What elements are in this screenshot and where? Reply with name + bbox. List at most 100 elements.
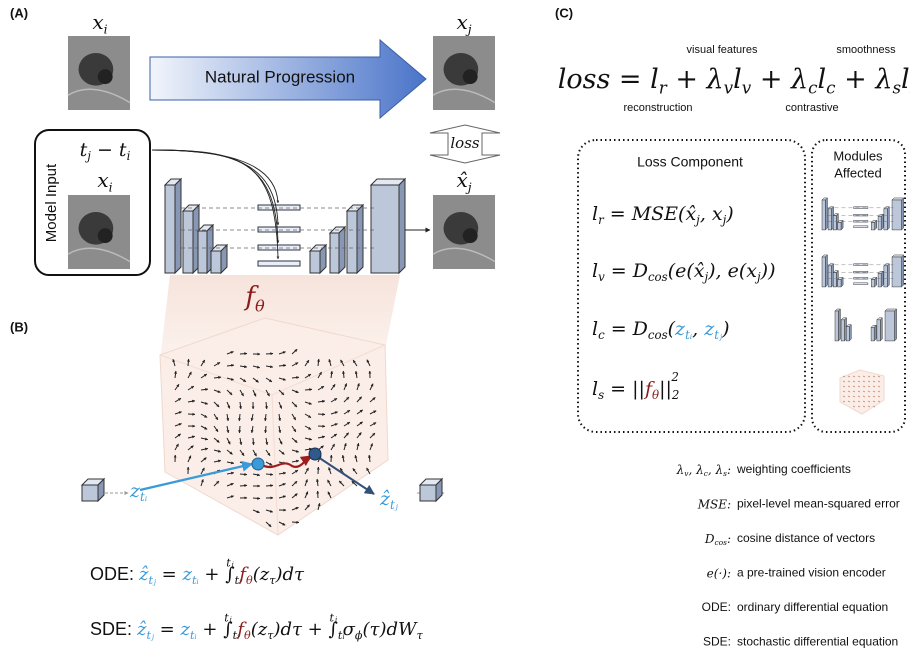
field-arrow bbox=[187, 445, 194, 451]
block-front bbox=[821, 199, 826, 231]
field-arrow bbox=[239, 352, 248, 356]
field-arrow bbox=[265, 472, 274, 476]
note: visual features bbox=[687, 44, 758, 56]
formula-part: = MSE(x̂ bbox=[604, 203, 697, 225]
field-arrow bbox=[174, 433, 181, 439]
field-arrow bbox=[252, 377, 259, 383]
formula-sub: tᵢ bbox=[233, 629, 240, 642]
formula-part: λ bbox=[676, 463, 685, 477]
formula-part: + λ bbox=[667, 64, 724, 95]
block-front bbox=[876, 319, 881, 342]
field-dot bbox=[877, 390, 881, 393]
formula-part: f bbox=[232, 619, 248, 640]
legend-symbol: MSE: bbox=[697, 497, 731, 511]
formula-part: ), e(x bbox=[707, 260, 757, 282]
field-arrow bbox=[213, 425, 219, 433]
field-arrow bbox=[304, 413, 312, 419]
block-front bbox=[883, 208, 888, 231]
formula-part: loss = l bbox=[558, 64, 659, 95]
formula-part: = D bbox=[605, 260, 648, 282]
field-dot bbox=[877, 395, 881, 398]
field-arrow bbox=[291, 437, 298, 444]
formula-sub: r bbox=[659, 77, 668, 97]
field-arrow bbox=[250, 413, 254, 422]
formula-sub: tᵢ bbox=[338, 629, 345, 642]
formula-part: ) bbox=[725, 203, 733, 225]
field-arrow bbox=[226, 495, 234, 499]
formula-part: + λ bbox=[751, 64, 808, 95]
time-arrow bbox=[151, 149, 280, 260]
field-arrow bbox=[172, 359, 176, 367]
field-arrow bbox=[238, 413, 242, 422]
field-arrow bbox=[317, 399, 326, 403]
field-arrow bbox=[200, 447, 209, 451]
formula-sub: s bbox=[723, 469, 727, 478]
block-front bbox=[891, 256, 902, 288]
field-dot bbox=[867, 400, 871, 403]
legend-symbol: ODE: bbox=[702, 600, 731, 614]
field-arrow bbox=[304, 388, 313, 392]
field-dot bbox=[862, 375, 866, 378]
formula-sub: j bbox=[693, 213, 700, 227]
formula-part: (e(x̂ bbox=[668, 260, 705, 282]
formula-part: t bbox=[80, 139, 88, 161]
field-arrow bbox=[239, 365, 248, 369]
block-side bbox=[887, 263, 890, 288]
field-arrow bbox=[342, 370, 346, 379]
field-arrow bbox=[343, 396, 350, 403]
formula: ztᵢ bbox=[129, 480, 147, 504]
field-arrow bbox=[174, 397, 182, 403]
field-arrow bbox=[317, 412, 326, 416]
block-front bbox=[164, 184, 176, 274]
legend-symbol: SDE: bbox=[703, 635, 731, 649]
formula-sub: tⱼ bbox=[714, 328, 723, 342]
modules-box bbox=[811, 139, 906, 433]
formula-sub: τ bbox=[269, 574, 276, 587]
formula-sup: tⱼ bbox=[224, 612, 231, 625]
field-arrow bbox=[315, 478, 319, 487]
field-dot bbox=[852, 385, 856, 388]
formula-sub: j bbox=[465, 179, 472, 194]
block-front bbox=[370, 184, 400, 274]
formula-part: l bbox=[592, 260, 598, 282]
formula-part: || bbox=[659, 378, 672, 400]
note: smoothness bbox=[836, 44, 896, 56]
field-arrow bbox=[366, 467, 371, 475]
field-arrow bbox=[265, 521, 272, 528]
block-front bbox=[845, 326, 850, 342]
formula-part: ẑ bbox=[138, 564, 149, 585]
formula-sub: s bbox=[892, 77, 901, 97]
formula-sub: c bbox=[808, 77, 818, 97]
field-arrow bbox=[213, 389, 221, 393]
formula-sub: j bbox=[701, 270, 708, 284]
field-arrow bbox=[187, 385, 195, 391]
field-dot bbox=[847, 390, 851, 393]
loss-formula: loss = lr + λvlv + λclc + λsls bbox=[558, 64, 910, 98]
field-arrow bbox=[239, 377, 247, 383]
field-arrow bbox=[226, 363, 235, 367]
field-dot bbox=[847, 395, 851, 398]
field-dot bbox=[872, 390, 876, 393]
block-side bbox=[398, 177, 406, 275]
field-arrow bbox=[291, 376, 300, 380]
field-dot bbox=[847, 375, 851, 378]
formula: tj − ti bbox=[80, 139, 131, 163]
block-side bbox=[901, 197, 904, 231]
legend-text: stochastic differential equation bbox=[737, 635, 898, 649]
model-input-box bbox=[34, 129, 151, 276]
field-arrow bbox=[265, 389, 270, 397]
block-front bbox=[827, 208, 832, 231]
field-dot bbox=[862, 395, 866, 398]
formula-part: , x bbox=[700, 203, 723, 225]
field-arrow bbox=[226, 482, 234, 487]
block-side bbox=[174, 177, 182, 275]
formula-sub: ϕ bbox=[355, 629, 363, 642]
formula-part: l bbox=[818, 64, 827, 95]
formula: xj bbox=[456, 10, 471, 36]
field-arrow bbox=[304, 373, 312, 379]
field-arrow bbox=[200, 387, 209, 391]
field-arrow bbox=[252, 389, 257, 397]
field-arrow bbox=[340, 359, 345, 367]
field-arrow bbox=[238, 425, 242, 434]
block-front bbox=[821, 256, 826, 288]
